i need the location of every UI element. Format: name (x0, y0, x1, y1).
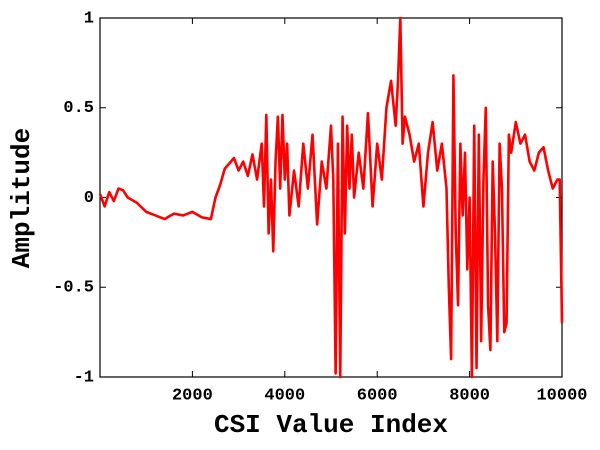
y-tick-label: 0.5 (63, 99, 94, 118)
y-tick-label: -0.5 (53, 279, 94, 298)
x-tick-label: 4000 (264, 386, 305, 405)
y-tick-label: 0 (84, 189, 94, 208)
x-tick-label: 10000 (536, 386, 587, 405)
x-tick-label: 8000 (449, 386, 490, 405)
x-tick-label: 6000 (357, 386, 398, 405)
y-tick-label: -1 (74, 368, 94, 387)
data-line (98, 16, 564, 379)
y-tick-label: 1 (84, 9, 94, 28)
x-tick-label: 2000 (172, 386, 213, 405)
x-axis-label: CSI Value Index (214, 410, 448, 440)
y-axis-label: Amplitude (7, 128, 37, 268)
